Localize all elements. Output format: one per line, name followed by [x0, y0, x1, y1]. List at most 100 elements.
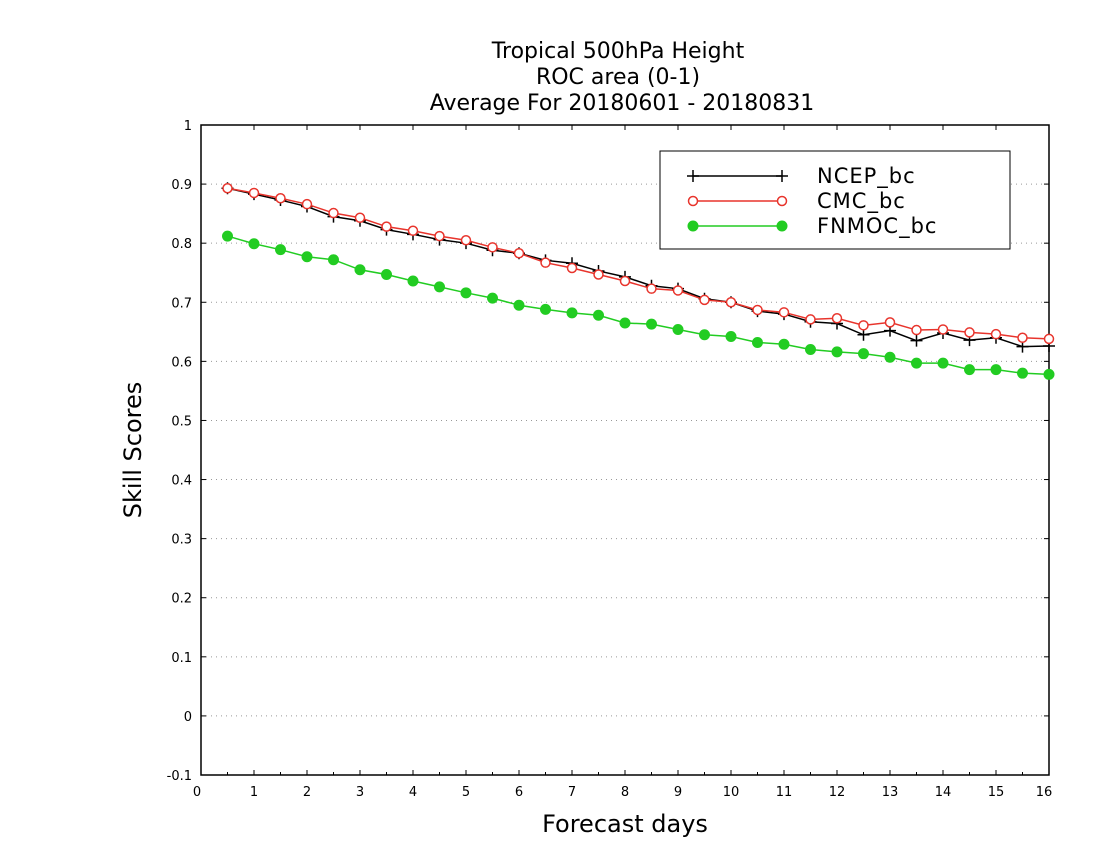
data-point: [407, 275, 419, 287]
data-point: [301, 198, 313, 210]
data-point: [964, 364, 975, 376]
data-point: [513, 247, 525, 259]
x-tick-label: 14: [935, 785, 952, 800]
x-tick-label: 3: [356, 785, 364, 800]
y-tick-label: 0.3: [171, 533, 192, 548]
x-tick-label: 8: [621, 785, 629, 800]
data-point: [699, 294, 710, 306]
data-point: [434, 281, 445, 293]
data-point: [487, 292, 498, 304]
y-axis-label: Skill Scores: [119, 382, 147, 519]
data-point: [778, 307, 790, 318]
y-tick-label: 0.8: [171, 237, 192, 252]
data-point: [831, 312, 843, 324]
data-point: [937, 324, 949, 335]
legend-marker: [776, 195, 788, 207]
y-tick-label: 0: [184, 710, 192, 725]
data-point: [434, 230, 445, 242]
data-point: [858, 348, 869, 360]
data-point: [990, 364, 1002, 376]
series-line: [227, 187, 1050, 348]
data-point: [857, 328, 870, 341]
data-point: [381, 221, 392, 232]
data-point: [964, 327, 975, 338]
data-point: [725, 331, 737, 343]
data-point: [1017, 332, 1028, 343]
x-tick-label: 12: [829, 785, 846, 800]
data-point: [1043, 333, 1055, 345]
legend-marker: [687, 220, 699, 232]
chart-title-line-2: ROC area (0-1): [536, 65, 700, 90]
data-point: [805, 344, 816, 356]
x-axis-label: Forecast days: [542, 810, 708, 838]
data-point: [884, 351, 896, 363]
data-point: [513, 299, 525, 311]
data-point: [248, 187, 260, 199]
data-point: [699, 329, 710, 341]
data-point: [911, 324, 922, 336]
data-point: [222, 182, 233, 194]
data-point: [354, 264, 366, 276]
series-FNMOC_bc: [222, 230, 1055, 380]
legend-box: [659, 150, 1011, 250]
x-tick-label: 13: [882, 785, 899, 800]
y-tick-label: 0.5: [171, 414, 192, 429]
series-layer: [221, 182, 1055, 380]
legend-label: FNMOC_bc: [817, 214, 937, 239]
data-point: [725, 297, 737, 308]
y-tick-label: -0.1: [167, 769, 192, 784]
legend-marker: [687, 170, 699, 182]
y-tick-label: 0.6: [171, 355, 192, 370]
x-tick-label: 0: [193, 785, 201, 800]
data-point: [460, 234, 472, 246]
y-tick-label: 0.9: [171, 178, 192, 193]
y-tick-label: 1: [184, 119, 192, 134]
y-tick-label: 0.4: [171, 474, 192, 489]
data-point: [646, 283, 657, 294]
data-point: [752, 336, 763, 348]
data-point: [566, 307, 578, 319]
legend-marker: [687, 195, 699, 207]
data-point: [487, 242, 498, 253]
axis-ticks: -0.100.10.20.30.40.50.60.70.80.910 1 2 3 4 5 6…: [167, 119, 1053, 800]
x-tick-label: 4: [409, 785, 417, 800]
data-point: [328, 254, 339, 266]
x-tick-label: 15: [988, 785, 1005, 800]
data-point: [275, 193, 286, 204]
data-point: [1043, 368, 1055, 380]
data-point: [911, 357, 922, 369]
legend-marker: [776, 220, 788, 232]
data-point: [858, 320, 869, 331]
legend-label: NCEP_bc: [817, 164, 916, 189]
y-tick-label: 0.2: [171, 592, 192, 607]
data-point: [990, 328, 1002, 340]
x-tick-label: 6: [515, 785, 523, 800]
x-tick-label: 1: [250, 785, 258, 800]
data-point: [328, 207, 339, 219]
x-tick-label: 9: [674, 785, 682, 800]
data-point: [884, 317, 896, 328]
data-point: [778, 338, 790, 350]
x-tick-label: 16: [1036, 785, 1053, 800]
data-point: [910, 334, 923, 347]
data-point: [619, 275, 631, 287]
data-point: [381, 269, 392, 280]
data-point: [540, 257, 551, 268]
x-tick-label: 5: [462, 785, 470, 800]
data-point: [566, 262, 578, 274]
data-point: [248, 238, 260, 250]
data-point: [301, 251, 313, 263]
data-point: [275, 244, 286, 256]
data-point: [831, 346, 843, 358]
data-point: [1017, 367, 1028, 379]
data-point: [672, 285, 684, 296]
series-CMC_bc: [222, 182, 1055, 345]
data-point: [672, 323, 684, 335]
series-line: [227, 235, 1050, 376]
grid: [201, 183, 1049, 717]
data-point: [619, 317, 631, 329]
legend-marker: [776, 170, 788, 182]
data-point: [407, 225, 419, 237]
chart-title-line-3: Average For 20180601 - 20180831: [430, 91, 815, 116]
